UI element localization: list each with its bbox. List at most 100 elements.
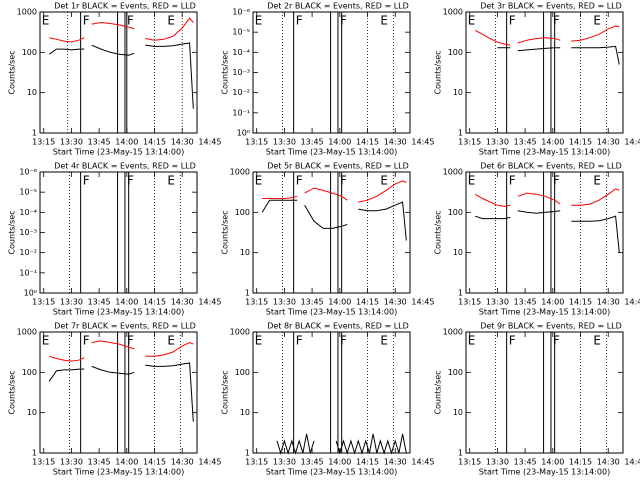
y-tick-label: 10⁻⁵ bbox=[232, 28, 250, 37]
x-tick-label: 14:30 bbox=[384, 298, 407, 307]
series-line bbox=[48, 42, 194, 109]
y-tick-label: 10 bbox=[27, 408, 37, 417]
y-axis-label: Counts/sec bbox=[221, 50, 230, 94]
x-tick-label: 13:45 bbox=[88, 458, 111, 467]
annotation: F bbox=[127, 334, 134, 348]
annotation: E bbox=[255, 14, 263, 28]
x-axis-label: Start Time (23-May-15 13:14:00) bbox=[53, 308, 184, 317]
x-tick-label: 14:00 bbox=[541, 138, 564, 147]
panel-title: Det 4r BLACK = Events, RED = LLD bbox=[54, 162, 196, 171]
annotation: F bbox=[553, 14, 560, 28]
y-tick-label: 10⁻⁴ bbox=[19, 208, 37, 217]
y-tick-label: 100 bbox=[448, 208, 463, 217]
x-tick-label: 14:30 bbox=[171, 298, 194, 307]
panel-title: Det 7r BLACK = Events, RED = LLD bbox=[54, 322, 196, 331]
y-axis-label: Counts/sec bbox=[221, 210, 230, 254]
y-tick-label: 10⁻² bbox=[19, 248, 37, 257]
x-tick-label: 13:15 bbox=[32, 458, 55, 467]
x-tick-label: 14:00 bbox=[115, 458, 138, 467]
x-axis-label: Start Time (23-May-15 13:14:00) bbox=[479, 148, 610, 157]
x-tick-label: 14:45 bbox=[198, 138, 221, 147]
x-axis-label: Start Time (23-May-15 13:14:00) bbox=[266, 468, 397, 477]
x-tick-label: 13:30 bbox=[486, 138, 509, 147]
x-tick-label: 14:15 bbox=[143, 458, 166, 467]
y-tick-label: 1 bbox=[32, 129, 37, 138]
x-axis-label: Start Time (23-May-15 13:14:00) bbox=[479, 468, 610, 477]
x-axis-label: Start Time (23-May-15 13:14:00) bbox=[266, 148, 397, 157]
series-line bbox=[474, 25, 620, 46]
x-tick-label: 14:30 bbox=[384, 458, 407, 467]
y-tick-label: 1000 bbox=[230, 168, 250, 177]
x-tick-label: 13:30 bbox=[273, 138, 296, 147]
x-tick-label: 14:15 bbox=[569, 138, 592, 147]
panel-title: Det 6r BLACK = Events, RED = LLD bbox=[480, 162, 622, 171]
plot-frame bbox=[252, 171, 411, 294]
x-axis-label: Start Time (23-May-15 13:14:00) bbox=[53, 148, 184, 157]
x-tick-label: 14:15 bbox=[143, 138, 166, 147]
plot-frame bbox=[465, 331, 624, 454]
x-tick-label: 13:15 bbox=[458, 298, 481, 307]
y-tick-label: 1 bbox=[32, 449, 37, 458]
x-tick-label: 13:45 bbox=[301, 458, 324, 467]
y-tick-label: 1000 bbox=[443, 168, 463, 177]
y-tick-label: 1 bbox=[458, 129, 463, 138]
y-axis-label: Counts/sec bbox=[8, 370, 17, 414]
x-tick-label: 13:15 bbox=[458, 138, 481, 147]
annotation: F bbox=[340, 334, 347, 348]
y-tick-label: 10 bbox=[453, 88, 463, 97]
y-tick-label: 10⁻² bbox=[232, 88, 250, 97]
y-tick-label: 10⁻³ bbox=[232, 68, 250, 77]
x-axis-label: Start Time (23-May-15 13:14:00) bbox=[479, 308, 610, 317]
y-axis-label: Counts/sec bbox=[434, 50, 443, 94]
annotation: F bbox=[553, 334, 560, 348]
y-tick-label: 100 bbox=[448, 48, 463, 57]
plot-frame bbox=[465, 11, 624, 134]
y-tick-label: 100 bbox=[22, 48, 37, 57]
annotation: F bbox=[296, 14, 303, 28]
x-tick-label: 14:15 bbox=[356, 298, 379, 307]
x-tick-label: 14:15 bbox=[143, 298, 166, 307]
annotation: F bbox=[553, 174, 560, 188]
y-axis-label: Counts/sec bbox=[434, 370, 443, 414]
x-tick-label: 14:00 bbox=[328, 298, 351, 307]
annotation: E bbox=[593, 174, 601, 188]
annotation: E bbox=[167, 334, 175, 348]
x-tick-label: 13:45 bbox=[88, 298, 111, 307]
annotation: F bbox=[509, 334, 516, 348]
annotation: F bbox=[509, 174, 516, 188]
y-tick-label: 10⁻⁴ bbox=[232, 48, 250, 57]
x-tick-label: 14:00 bbox=[328, 138, 351, 147]
annotation: E bbox=[380, 334, 388, 348]
x-tick-label: 14:00 bbox=[541, 298, 564, 307]
annotation: F bbox=[296, 334, 303, 348]
x-tick-label: 13:30 bbox=[60, 138, 83, 147]
annotation: E bbox=[167, 174, 175, 188]
y-tick-label: 100 bbox=[235, 208, 250, 217]
y-tick-label: 10⁻¹ bbox=[19, 268, 37, 277]
y-axis-label: Counts/sec bbox=[8, 210, 17, 254]
y-tick-label: 1000 bbox=[443, 8, 463, 17]
x-tick-label: 14:30 bbox=[597, 138, 620, 147]
x-tick-label: 13:30 bbox=[60, 298, 83, 307]
annotation: F bbox=[296, 174, 303, 188]
y-tick-label: 10⁻¹ bbox=[232, 108, 250, 117]
x-tick-label: 14:30 bbox=[384, 138, 407, 147]
x-tick-label: 13:15 bbox=[32, 298, 55, 307]
annotation: E bbox=[380, 14, 388, 28]
x-tick-label: 14:00 bbox=[115, 298, 138, 307]
y-axis-label: Counts/sec bbox=[8, 50, 17, 94]
x-tick-label: 14:45 bbox=[198, 458, 221, 467]
x-tick-label: 13:15 bbox=[245, 138, 268, 147]
x-tick-label: 13:45 bbox=[301, 298, 324, 307]
annotation: E bbox=[593, 14, 601, 28]
x-tick-label: 14:45 bbox=[624, 138, 640, 147]
y-tick-label: 1 bbox=[458, 449, 463, 458]
x-tick-label: 14:45 bbox=[411, 458, 434, 467]
y-tick-label: 10 bbox=[27, 88, 37, 97]
annotation: F bbox=[340, 174, 347, 188]
y-tick-label: 10⁻⁶ bbox=[232, 8, 250, 17]
plot-frame bbox=[252, 331, 411, 454]
panel-title: Det 8r BLACK = Events, RED = LLD bbox=[267, 322, 409, 331]
annotation: F bbox=[127, 174, 134, 188]
